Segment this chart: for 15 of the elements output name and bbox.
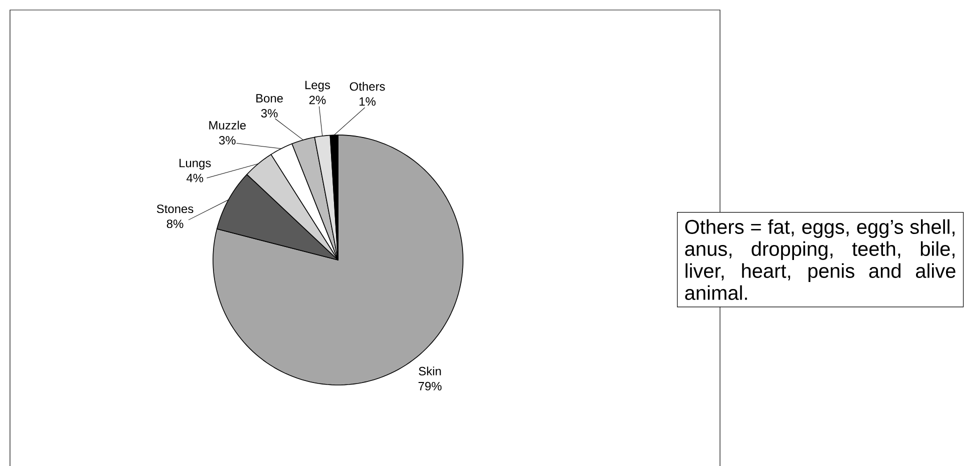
data-label: 3% bbox=[219, 136, 236, 144]
data-label: 79% bbox=[418, 382, 442, 390]
data-label: 3% bbox=[261, 108, 278, 118]
data-label: 1% bbox=[360, 97, 376, 106]
slice-label: Others bbox=[350, 82, 385, 91]
data-label: 8% bbox=[166, 219, 184, 228]
text: Others = fat, eggs, egg’s shell, anus, dropping, teeth, bile, liver, heart, penis and alive animal. bbox=[685, 219, 956, 300]
data-label: 4% bbox=[186, 174, 204, 182]
slice-label: Bone bbox=[256, 94, 283, 102]
slice-label: Muzzle bbox=[209, 120, 246, 130]
slice-label: Lungs bbox=[180, 158, 211, 170]
data-label: 2% bbox=[309, 96, 326, 104]
slice-label: Legs bbox=[305, 80, 330, 92]
slice-label: Skin bbox=[418, 366, 441, 376]
slice-label: Stones bbox=[156, 204, 194, 213]
